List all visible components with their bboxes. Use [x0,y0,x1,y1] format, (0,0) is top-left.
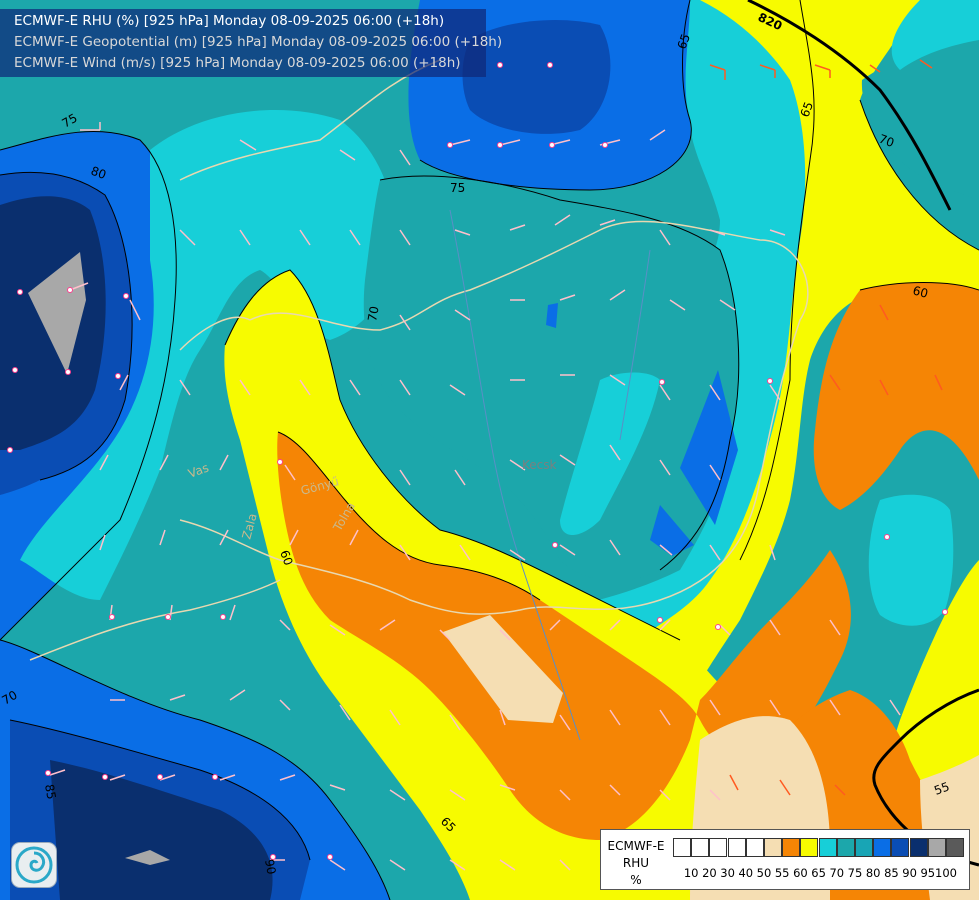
contour-label: 60 [911,283,929,300]
contour-label: 70 [877,132,896,150]
legend-swatch [836,838,855,857]
legend-tick: 60 [793,866,808,880]
legend-tick: 95 [920,866,936,880]
wind-title: ECMWF-E Wind (m/s) [925 hPa] Monday 08-0… [14,55,461,71]
legend-title: ECMWF-E RHU % [603,838,669,889]
legend-tick: 10 [683,866,699,880]
legend-swatch [673,838,691,857]
legend-tick: 75 [847,866,863,880]
rhu-band-70-east-inner [868,494,954,626]
legend: ECMWF-E RHU % 10 20 30 40 50 55 60 65 70 75 80 85 90… [600,829,970,890]
rhu-band-95-west [28,252,86,374]
legend-model: ECMWF-E [607,839,665,853]
logo-icon [12,843,56,887]
legend-swatch [782,838,801,857]
rivers [449,209,651,741]
rhu-band-75-northeast [861,40,979,200]
legend-tick: 50 [756,866,772,880]
contour-label: 70 [0,688,20,708]
contour-label: 75 [450,181,465,195]
legend-swatch [727,838,746,857]
rhu-band-90-southwest [50,760,273,900]
rhu-band-65-east [620,0,979,900]
legend-swatch [855,838,873,857]
legend-tick: 80 [865,866,881,880]
legend-tick: 40 [738,866,754,880]
legend-swatch [745,838,764,857]
contour-label: 75 [60,111,80,131]
legend-tick: 70 [829,866,845,880]
legend-tick: 100 [935,866,957,880]
rhu-band-80-central [680,370,738,525]
geopotential-contour-820 [747,0,952,211]
contour-label: 65 [798,100,816,119]
rhu-band-55-south [443,615,563,723]
legend-swatch [800,838,819,857]
legend-swatch [873,838,892,857]
legend-tick: 30 [720,866,735,880]
contour-label: 80 [89,164,108,182]
legend-swatch [891,838,910,857]
contour-label: 60 [277,548,295,567]
rhu-band-75-central [363,176,739,581]
legend-tick: 55 [774,866,790,880]
legend-swatch [909,838,928,857]
rhu-band-60-south [277,432,851,840]
legend-unit: % [630,873,642,887]
legend-swatch [709,838,728,857]
contour-label: 90 [262,858,278,875]
rhu-band-60-east [813,282,979,510]
legend-swatch [818,838,837,857]
legend-tick: 20 [702,866,717,880]
place-label: Zala [239,512,259,541]
legend-tick: 90 [902,866,917,880]
legend-tick: 65 [811,866,826,880]
rhu-band-70-central [560,372,660,535]
place-label: Kecsk [522,458,557,472]
geopotential-title: ECMWF-E Geopotential (m) [925 hPa] Monda… [14,34,503,50]
wind-barbs-strong [709,59,943,796]
legend-swatch [946,838,964,857]
wind-barbs [49,122,901,871]
contour-label: 85 [42,783,58,800]
legend-variable: RHU [622,856,650,870]
legend-tick: 85 [884,866,899,880]
contour-label: 55 [932,779,951,797]
rhu-band-80-dot [546,303,558,328]
wind-calm-markers [7,62,948,860]
rhu-band-70-northeast [891,0,979,70]
rhu-title: ECMWF-E RHU (%) [925 hPa] Monday 08-09-2… [14,13,445,29]
place-label: Vas [186,461,210,481]
legend-swatch [927,838,946,857]
contour-label: 70 [365,305,381,322]
legend-swatch [764,838,782,857]
contour-label: 65 [675,32,693,51]
rhu-band-95-southwest [125,850,170,865]
title-panel: ECMWF-E RHU (%) [925 hPa] Monday 08-09-2… [0,9,502,77]
rhu-band-80-central-small [650,505,694,556]
legend-swatch [691,838,710,857]
country-borders [29,59,809,661]
rhu-band-85-north [462,20,611,134]
